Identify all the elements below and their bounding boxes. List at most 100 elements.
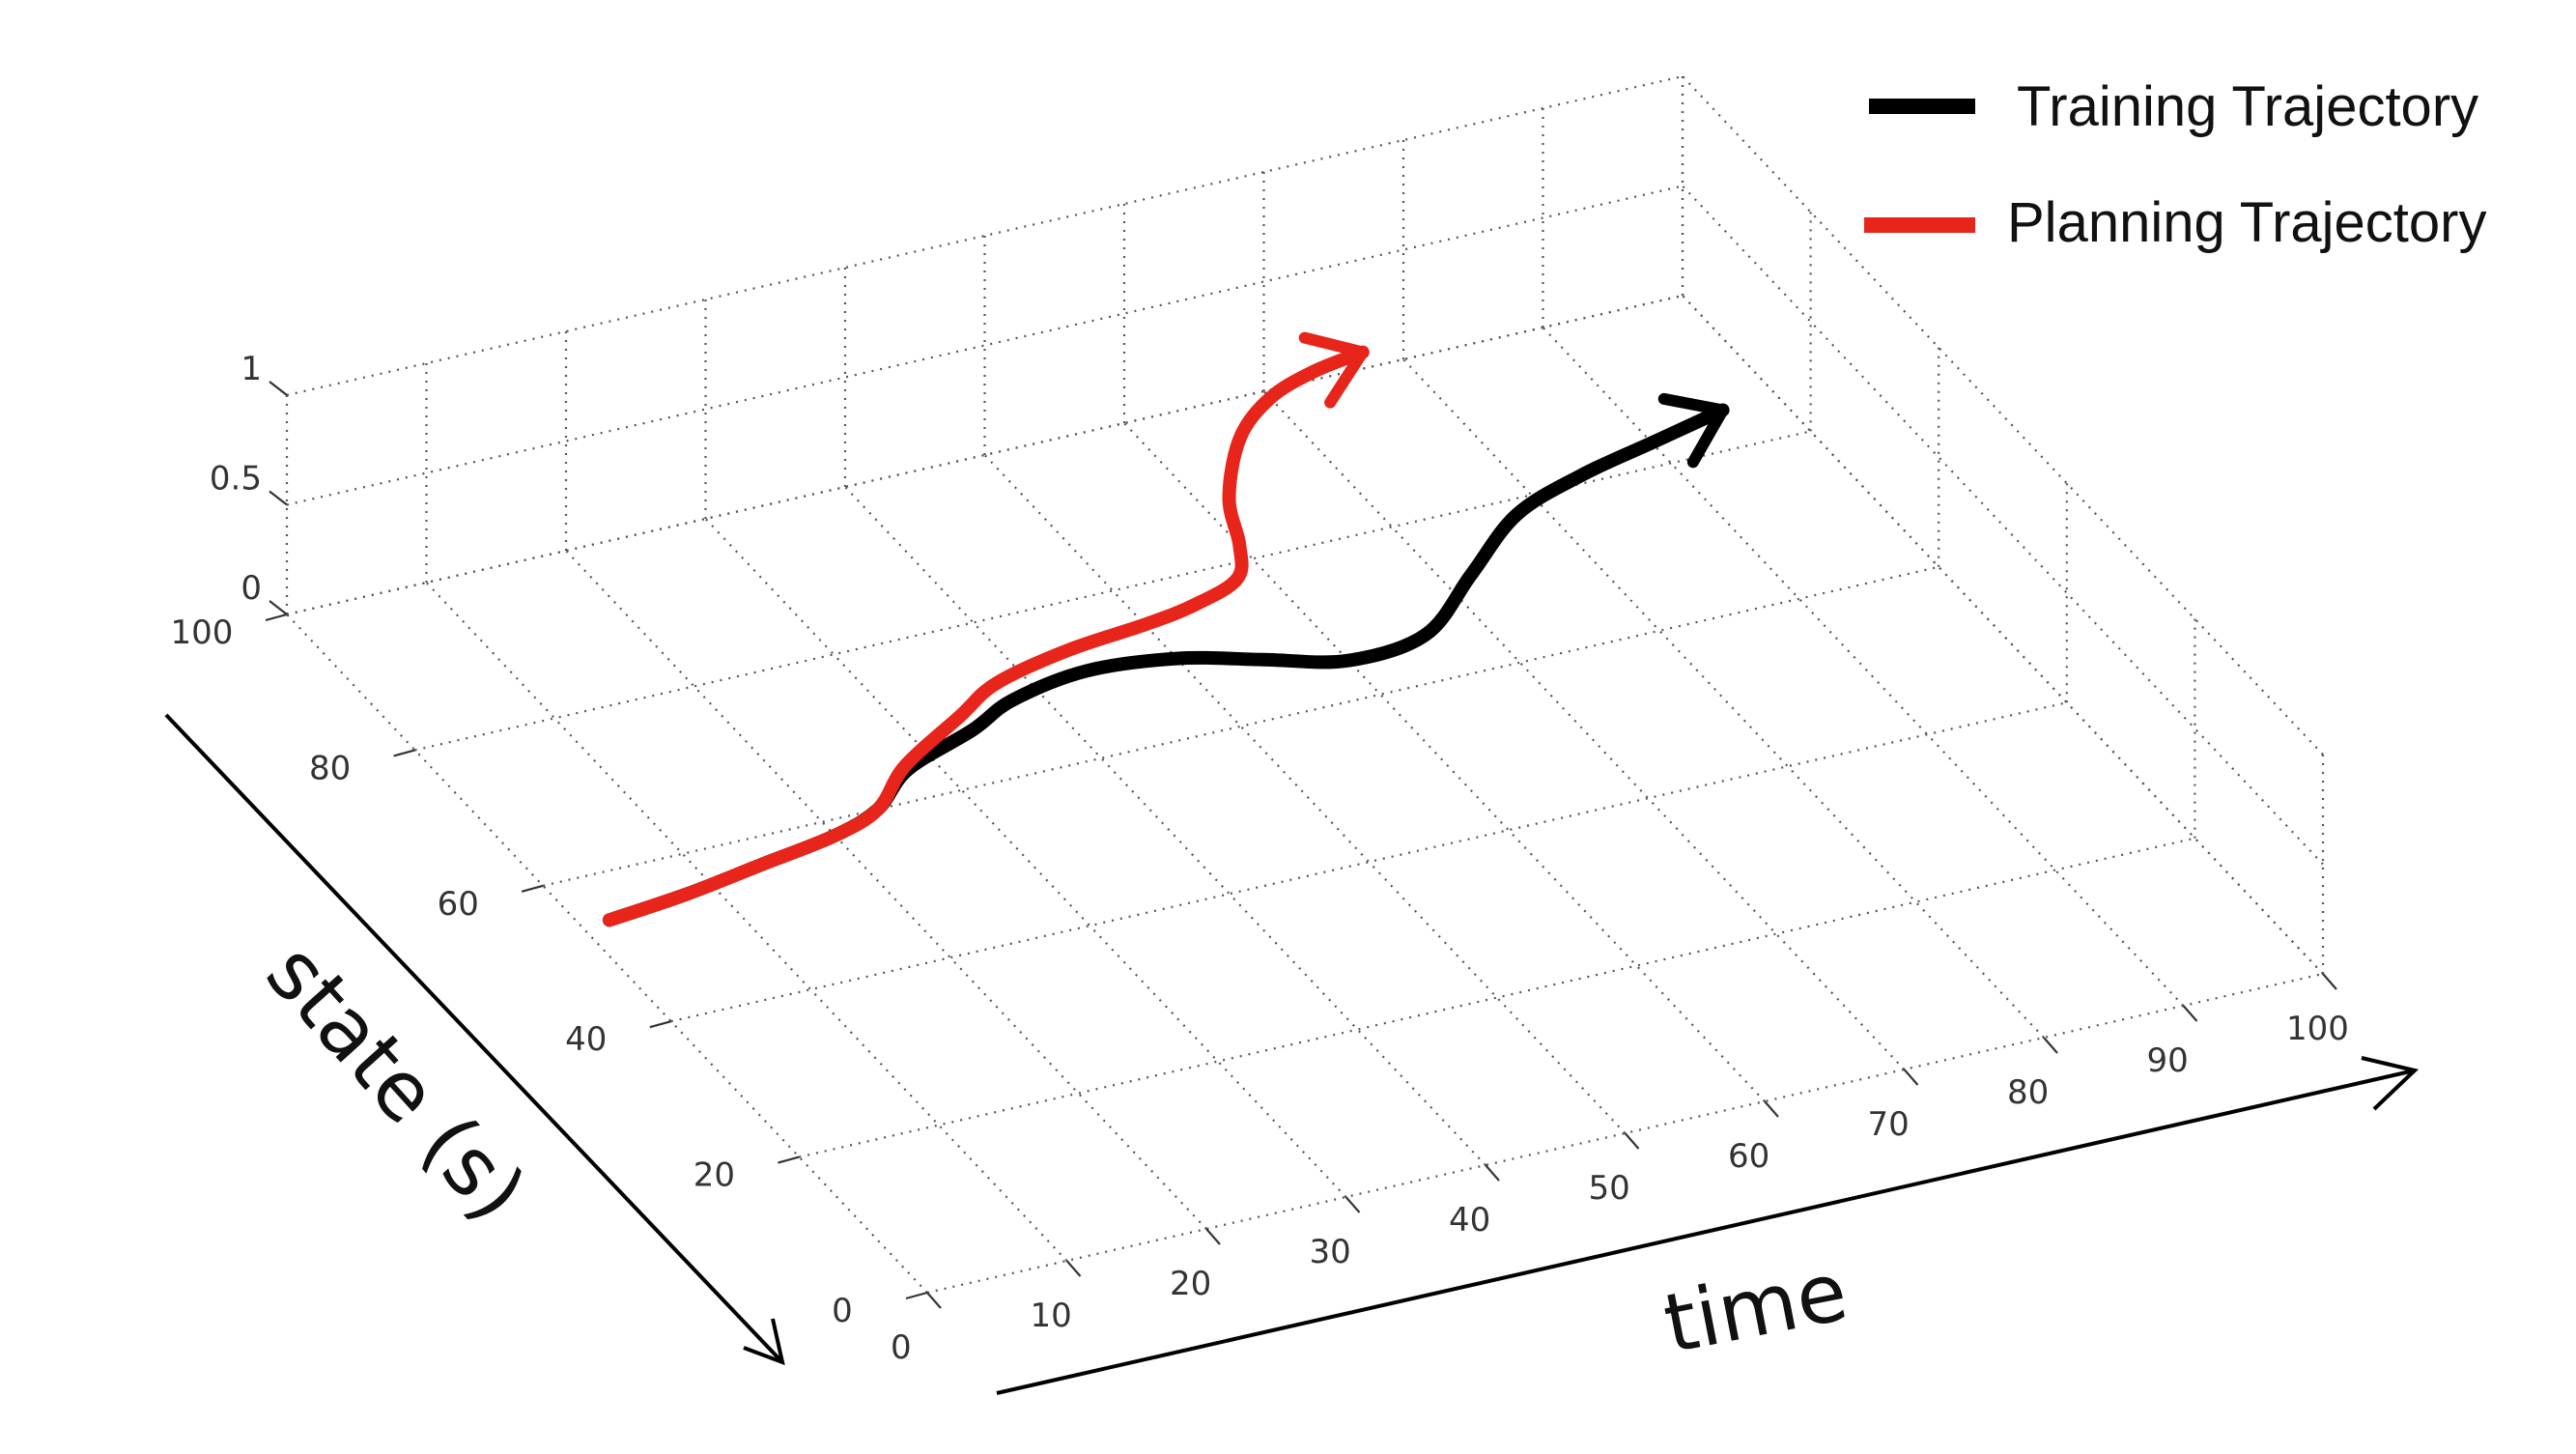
z-tick-mark	[269, 490, 288, 506]
y-tick-mark	[265, 613, 288, 622]
data-point-planning-trajectory	[1313, 371, 1315, 373]
data-point-training-trajectory	[1175, 658, 1177, 660]
y-tick-mark	[905, 1291, 928, 1300]
z-tick-label: 0.5	[210, 460, 262, 499]
floor-grid-line	[414, 430, 1811, 752]
y-tick-label: 80	[309, 749, 351, 787]
x-tick-label: 30	[1310, 1233, 1351, 1271]
floor-grid-line	[542, 565, 1939, 887]
x-tick-mark	[1903, 1069, 1919, 1086]
x-tick-label: 0	[891, 1328, 912, 1367]
legend-item-training: Training Trajectory	[1869, 75, 2478, 138]
data-point-training-trajectory	[1261, 659, 1263, 661]
y-tick-mark	[393, 749, 415, 757]
legend-item-planning: Planning Trajectory	[1864, 191, 2486, 254]
floor-grid-line	[286, 613, 928, 1294]
state-axis-arrow	[164, 713, 785, 1366]
floor-grid-line	[704, 518, 1347, 1198]
z-tick-mark	[269, 600, 288, 615]
series-training-trajectory	[602, 392, 1730, 927]
y-tick-label: 0	[832, 1292, 853, 1330]
y-tick-label: 60	[438, 885, 479, 924]
x-tick-label: 80	[2007, 1073, 2049, 1112]
data-point-planning-trajectory	[1236, 578, 1238, 580]
side-wall-grid-line	[1682, 185, 2324, 866]
floor-grid-line	[670, 701, 2068, 1023]
series-arrowhead-training-trajectory	[1657, 392, 1729, 469]
data-point-training-trajectory	[1722, 410, 1724, 412]
floor-grid-line	[565, 550, 1207, 1230]
back-wall-grid-line	[286, 74, 1684, 397]
series-layer	[602, 331, 1730, 927]
floor-grid-line	[983, 454, 1627, 1134]
data-point-training-trajectory	[1425, 634, 1427, 636]
x-tick-label: 70	[1868, 1105, 1910, 1144]
y-tick-mark	[778, 1155, 800, 1164]
x-tick-mark	[1345, 1196, 1361, 1213]
data-point-planning-trajectory	[1239, 437, 1241, 439]
x-tick-mark	[2182, 1005, 2198, 1022]
data-point-planning-trajectory	[834, 835, 835, 837]
x-tick-mark	[1065, 1260, 1082, 1277]
data-point-planning-trajectory	[1362, 352, 1364, 354]
floor-grid-line	[799, 837, 2195, 1158]
x-tick-label: 100	[2286, 1010, 2349, 1048]
x-tick-label: 20	[1170, 1265, 1211, 1303]
x-tick-mark	[1624, 1132, 1640, 1150]
grid-layer	[285, 74, 2325, 1295]
y-tick-label: 40	[565, 1020, 607, 1059]
time-axis-arrow	[996, 1056, 2420, 1395]
data-point-planning-trajectory	[959, 715, 961, 717]
legend-label-planning: Planning Trajectory	[2007, 191, 2486, 254]
data-point-training-trajectory	[1086, 670, 1088, 671]
data-point-planning-trajectory	[609, 919, 610, 921]
data-point-planning-trajectory	[1269, 397, 1271, 399]
data-point-training-trajectory	[1515, 514, 1517, 516]
data-point-training-trajectory	[972, 728, 974, 730]
x-tick-mark	[1764, 1100, 1779, 1118]
x-tick-mark	[1205, 1228, 1221, 1245]
z-tick-label: 0	[241, 569, 262, 608]
floor-grid-line	[1402, 358, 2045, 1039]
data-point-planning-trajectory	[1193, 604, 1195, 606]
side-wall-grid-line	[1682, 75, 2324, 756]
data-point-planning-trajectory	[1066, 649, 1068, 651]
back-wall-grid-line	[286, 185, 1684, 506]
x-tick-mark	[2322, 973, 2337, 990]
y-tick-label: 20	[694, 1156, 735, 1195]
x-tick-label: 50	[1589, 1169, 1630, 1208]
series-line-training-trajectory	[602, 403, 1730, 927]
data-point-training-trajectory	[1651, 442, 1653, 443]
x-tick-label: 60	[1728, 1137, 1769, 1176]
x-tick-label: 10	[1031, 1297, 1072, 1335]
data-point-training-trajectory	[1470, 574, 1472, 576]
x-tick-mark	[926, 1292, 942, 1309]
x-tick-mark	[2043, 1037, 2058, 1054]
z-tick-mark	[269, 381, 288, 396]
series-line-planning-trajectory	[602, 345, 1370, 927]
y-tick-label: 100	[171, 613, 234, 652]
x-axis-title: time	[1656, 1243, 1854, 1371]
x-tick-label: 40	[1449, 1201, 1490, 1240]
x-tick-label: 90	[2147, 1041, 2189, 1080]
data-point-planning-trajectory	[996, 682, 998, 684]
data-point-planning-trajectory	[1228, 498, 1230, 499]
y-tick-mark	[521, 884, 544, 893]
y-axis-title: state (s)	[248, 926, 544, 1240]
floor-grid-line	[1262, 390, 1906, 1070]
data-point-training-trajectory	[1347, 660, 1349, 662]
data-point-planning-trajectory	[760, 864, 762, 866]
data-point-planning-trajectory	[686, 894, 688, 896]
data-point-training-trajectory	[1580, 474, 1582, 476]
legend-label-training: Training Trajectory	[2017, 75, 2478, 138]
data-point-planning-trajectory	[904, 765, 906, 767]
side-wall-grid-line	[1682, 295, 2324, 975]
data-point-planning-trajectory	[1144, 624, 1146, 626]
legend: Training Trajectory Planning Trajectory	[1864, 75, 2486, 254]
series-arrowhead-planning-trajectory	[1298, 331, 1369, 409]
y-tick-mark	[649, 1020, 672, 1029]
x-tick-mark	[1485, 1164, 1500, 1182]
